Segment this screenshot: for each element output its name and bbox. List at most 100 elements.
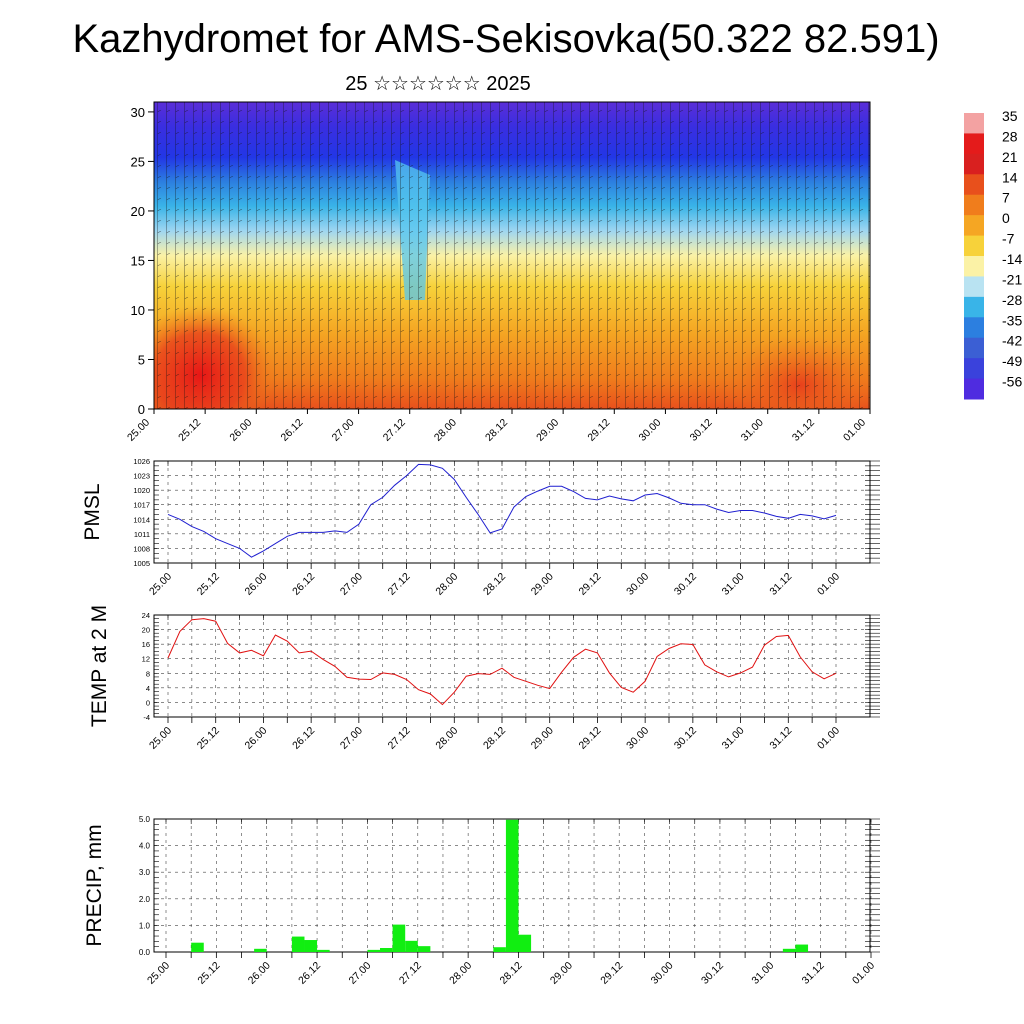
x-tick-label: 27.00 <box>346 960 373 987</box>
precip-bar <box>191 942 204 952</box>
x-tick-label: 29.12 <box>576 725 603 752</box>
x-tick-label: 29.12 <box>576 571 603 598</box>
colorbar-label: 14 <box>1002 169 1018 185</box>
x-tick-label: 26.00 <box>242 725 269 752</box>
x-tick-label: 28.12 <box>481 725 508 752</box>
x-tick-label: 29.00 <box>529 725 556 752</box>
y-axis-label: TEMP at 2 M <box>88 605 111 727</box>
temp-panel: -4 0 4 8 12 16 20 24 25.00 25.12 26.00 26.12 27.00 27… <box>88 605 880 752</box>
y-tick-label: 3.0 <box>139 868 151 877</box>
colorbar-swatch <box>964 113 984 134</box>
y-tick-label: 8 <box>146 669 150 678</box>
x-tick-label: 27.00 <box>338 725 365 752</box>
colorbar-label: -7 <box>1002 231 1015 247</box>
x-tick-label: 30.12 <box>672 571 699 598</box>
colorbar-swatch <box>964 378 984 400</box>
y-tick-label: -4 <box>143 713 150 722</box>
x-tick-label: 26.00 <box>227 417 254 444</box>
colorbar-label: -21 <box>1002 271 1022 287</box>
x-tick-label: 25.00 <box>145 960 172 987</box>
chart-subtitle: 25 ☆☆☆☆☆☆ 2025 <box>345 73 531 95</box>
x-tick-label: 27.12 <box>386 571 413 598</box>
x-tick-label: 29.00 <box>548 960 575 987</box>
x-tick-label: 26.00 <box>246 960 273 987</box>
temp-line <box>167 618 837 706</box>
x-tick-label: 28.12 <box>481 571 508 598</box>
x-tick-label: 29.12 <box>598 960 625 987</box>
y-axis-label: PMSL <box>81 483 104 540</box>
x-tick-label: 28.12 <box>498 960 525 987</box>
y-tick-label: 1008 <box>133 544 150 553</box>
colorbar-label: -49 <box>1002 353 1022 369</box>
x-tick-label: 28.00 <box>433 725 460 752</box>
x-tick-label: 29.00 <box>529 571 556 598</box>
grid <box>154 460 870 564</box>
precip-bar <box>405 940 418 952</box>
precip-bar <box>518 934 532 952</box>
y-tick-label: 5.0 <box>139 815 151 824</box>
y-tick-label: 20 <box>142 626 150 635</box>
x-tick-label: 25.12 <box>176 417 203 444</box>
precip-bar <box>254 948 267 952</box>
x-tick-label: 26.12 <box>278 417 305 444</box>
x-tick-label: 27.12 <box>397 960 424 987</box>
x-tick-label: 28.00 <box>433 571 460 598</box>
precip-bar <box>304 940 318 952</box>
x-tick-label: 26.00 <box>242 571 269 598</box>
colorbar-swatch <box>964 153 984 175</box>
x-tick-label: 31.00 <box>720 725 747 752</box>
panel-frame <box>153 614 871 718</box>
y-tick-label: 16 <box>142 640 150 649</box>
x-tick-label: 25.12 <box>195 571 222 598</box>
x-tick-label: 31.12 <box>767 571 794 598</box>
x-tick-label: 27.00 <box>330 417 357 444</box>
x-tick-label: 30.00 <box>649 960 676 987</box>
y-tick-label: 1026 <box>133 457 150 466</box>
y-tick-label: 1017 <box>133 501 150 510</box>
x-tick-label: 30.00 <box>624 571 651 598</box>
x-tick-label: 26.12 <box>296 960 323 987</box>
precip-bar <box>505 819 519 952</box>
y-tick-label: 20 <box>131 204 145 219</box>
colorbar-swatch <box>964 296 984 318</box>
x-tick-label: 25.12 <box>195 960 222 987</box>
precip-bar <box>380 948 393 952</box>
precip-bar <box>317 949 330 952</box>
y-tick-label: 25 <box>131 154 145 169</box>
colorbar-label: -42 <box>1002 333 1022 349</box>
y-tick-label: 0 <box>138 402 145 417</box>
colorbar-swatch <box>964 317 984 339</box>
x-tick-label: 31.00 <box>720 571 747 598</box>
y-tick-label: 15 <box>131 253 145 268</box>
x-tick-label: 01.00 <box>815 725 842 752</box>
colorbar-label: 21 <box>1002 149 1018 165</box>
y-tick-label: 10 <box>131 303 145 318</box>
y-tick-label: 0 <box>146 698 150 707</box>
precip-bar <box>291 936 305 952</box>
y-tick-label: 2.0 <box>139 895 151 904</box>
colorbar-swatch <box>964 358 984 380</box>
precip-bar <box>782 948 796 952</box>
x-tick-label: 30.12 <box>688 417 715 444</box>
colorbar-label: 28 <box>1002 128 1018 144</box>
x-tick-label: 01.00 <box>815 571 842 598</box>
x-tick-label: 30.00 <box>624 725 651 752</box>
colorbar-swatch <box>964 174 984 196</box>
cross-section-field <box>154 102 870 409</box>
colorbar-label: -56 <box>1002 374 1022 390</box>
x-tick-label: 27.12 <box>386 725 413 752</box>
colorbar-label: 7 <box>1002 190 1010 206</box>
grid <box>154 614 870 718</box>
y-tick-label: 24 <box>142 611 150 620</box>
colorbar-label: -28 <box>1002 292 1022 308</box>
x-tick-label: 25.00 <box>125 417 152 444</box>
y-tick-label: 1014 <box>133 515 150 524</box>
panel-frame <box>153 460 871 564</box>
pmsl-panel: 1005 1008 1011 1014 1017 1020 1023 1026 25.00 25.… <box>81 457 880 598</box>
cross-section-panel: 0 5 10 15 20 25 30 25.00 25.12 26.00 26.12 27.00 27.… <box>125 101 871 444</box>
x-tick-label: 31.12 <box>800 960 827 987</box>
y-tick-label: 4.0 <box>139 842 151 851</box>
x-tick-label: 28.00 <box>447 960 474 987</box>
x-tick-label: 27.00 <box>338 571 365 598</box>
x-tick-label: 31.00 <box>739 417 766 444</box>
